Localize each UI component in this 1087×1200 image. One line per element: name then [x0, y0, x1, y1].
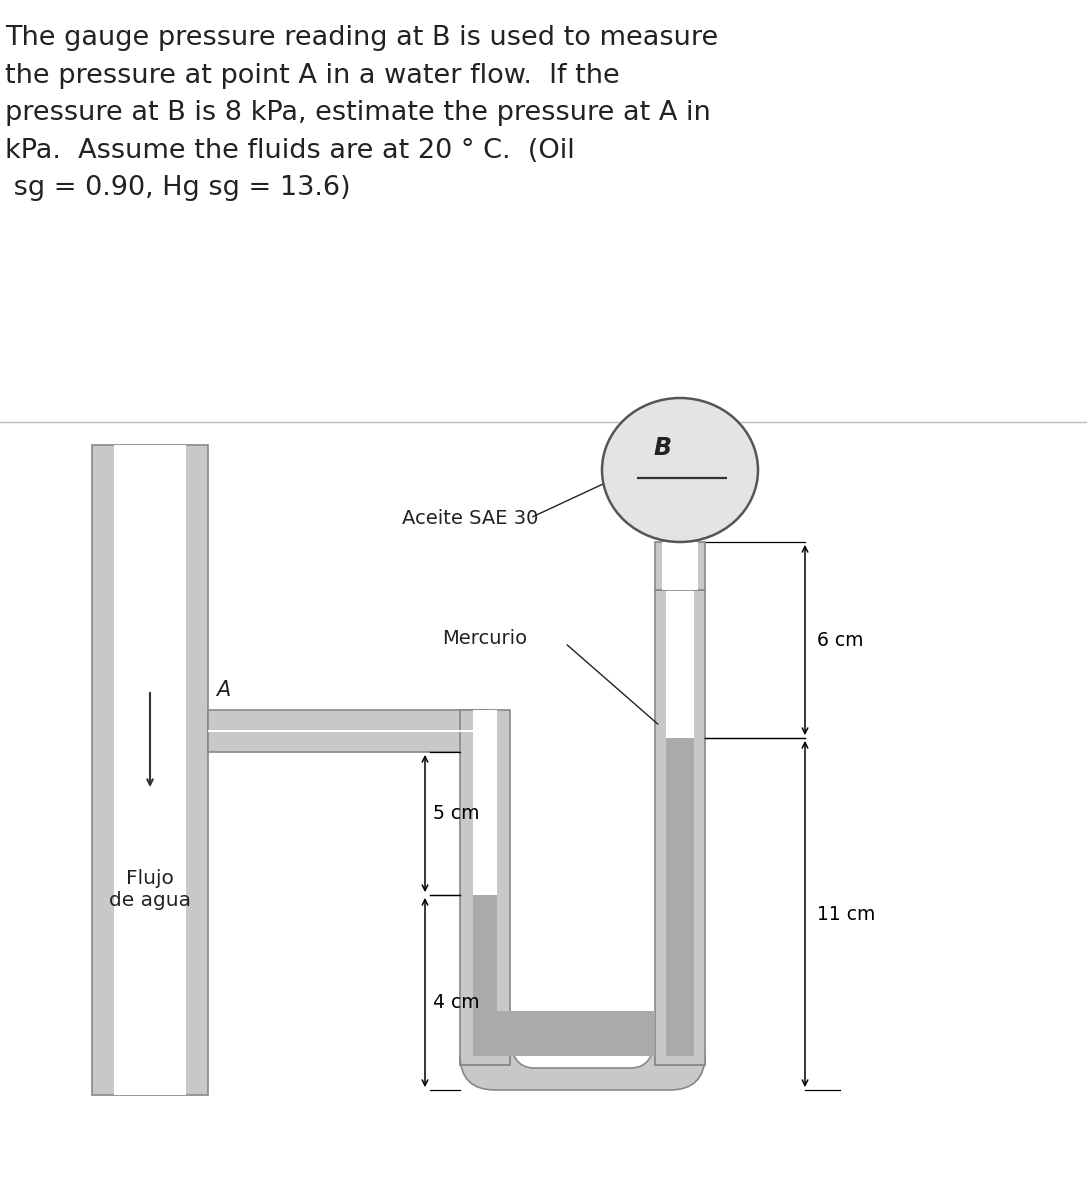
Ellipse shape — [602, 398, 758, 542]
Bar — [208, 730, 490, 732]
Text: 6 cm: 6 cm — [817, 630, 863, 649]
Text: Flujo
de agua: Flujo de agua — [109, 870, 191, 911]
Text: 5 cm: 5 cm — [433, 804, 479, 823]
Text: 11 cm: 11 cm — [817, 905, 875, 924]
PathPatch shape — [460, 1033, 705, 1090]
Bar — [666, 590, 694, 738]
Bar — [114, 445, 186, 1094]
Text: The gauge pressure reading at B is used to measure
the pressure at point A in a : The gauge pressure reading at B is used … — [5, 25, 719, 202]
Text: A: A — [216, 680, 230, 700]
Bar — [662, 542, 699, 590]
Bar — [655, 542, 705, 590]
FancyBboxPatch shape — [473, 1012, 641, 1056]
Bar — [666, 738, 694, 1056]
Bar — [510, 1012, 655, 1056]
Text: B: B — [653, 436, 671, 460]
Bar — [208, 710, 490, 752]
Bar — [473, 710, 497, 895]
Text: 4 cm: 4 cm — [433, 994, 479, 1012]
Bar — [92, 445, 208, 1094]
Text: Mercurio: Mercurio — [442, 629, 527, 648]
Bar — [473, 895, 497, 1054]
Text: Aceite SAE 30: Aceite SAE 30 — [402, 509, 538, 528]
Bar — [655, 590, 705, 1066]
Bar — [460, 710, 510, 1066]
